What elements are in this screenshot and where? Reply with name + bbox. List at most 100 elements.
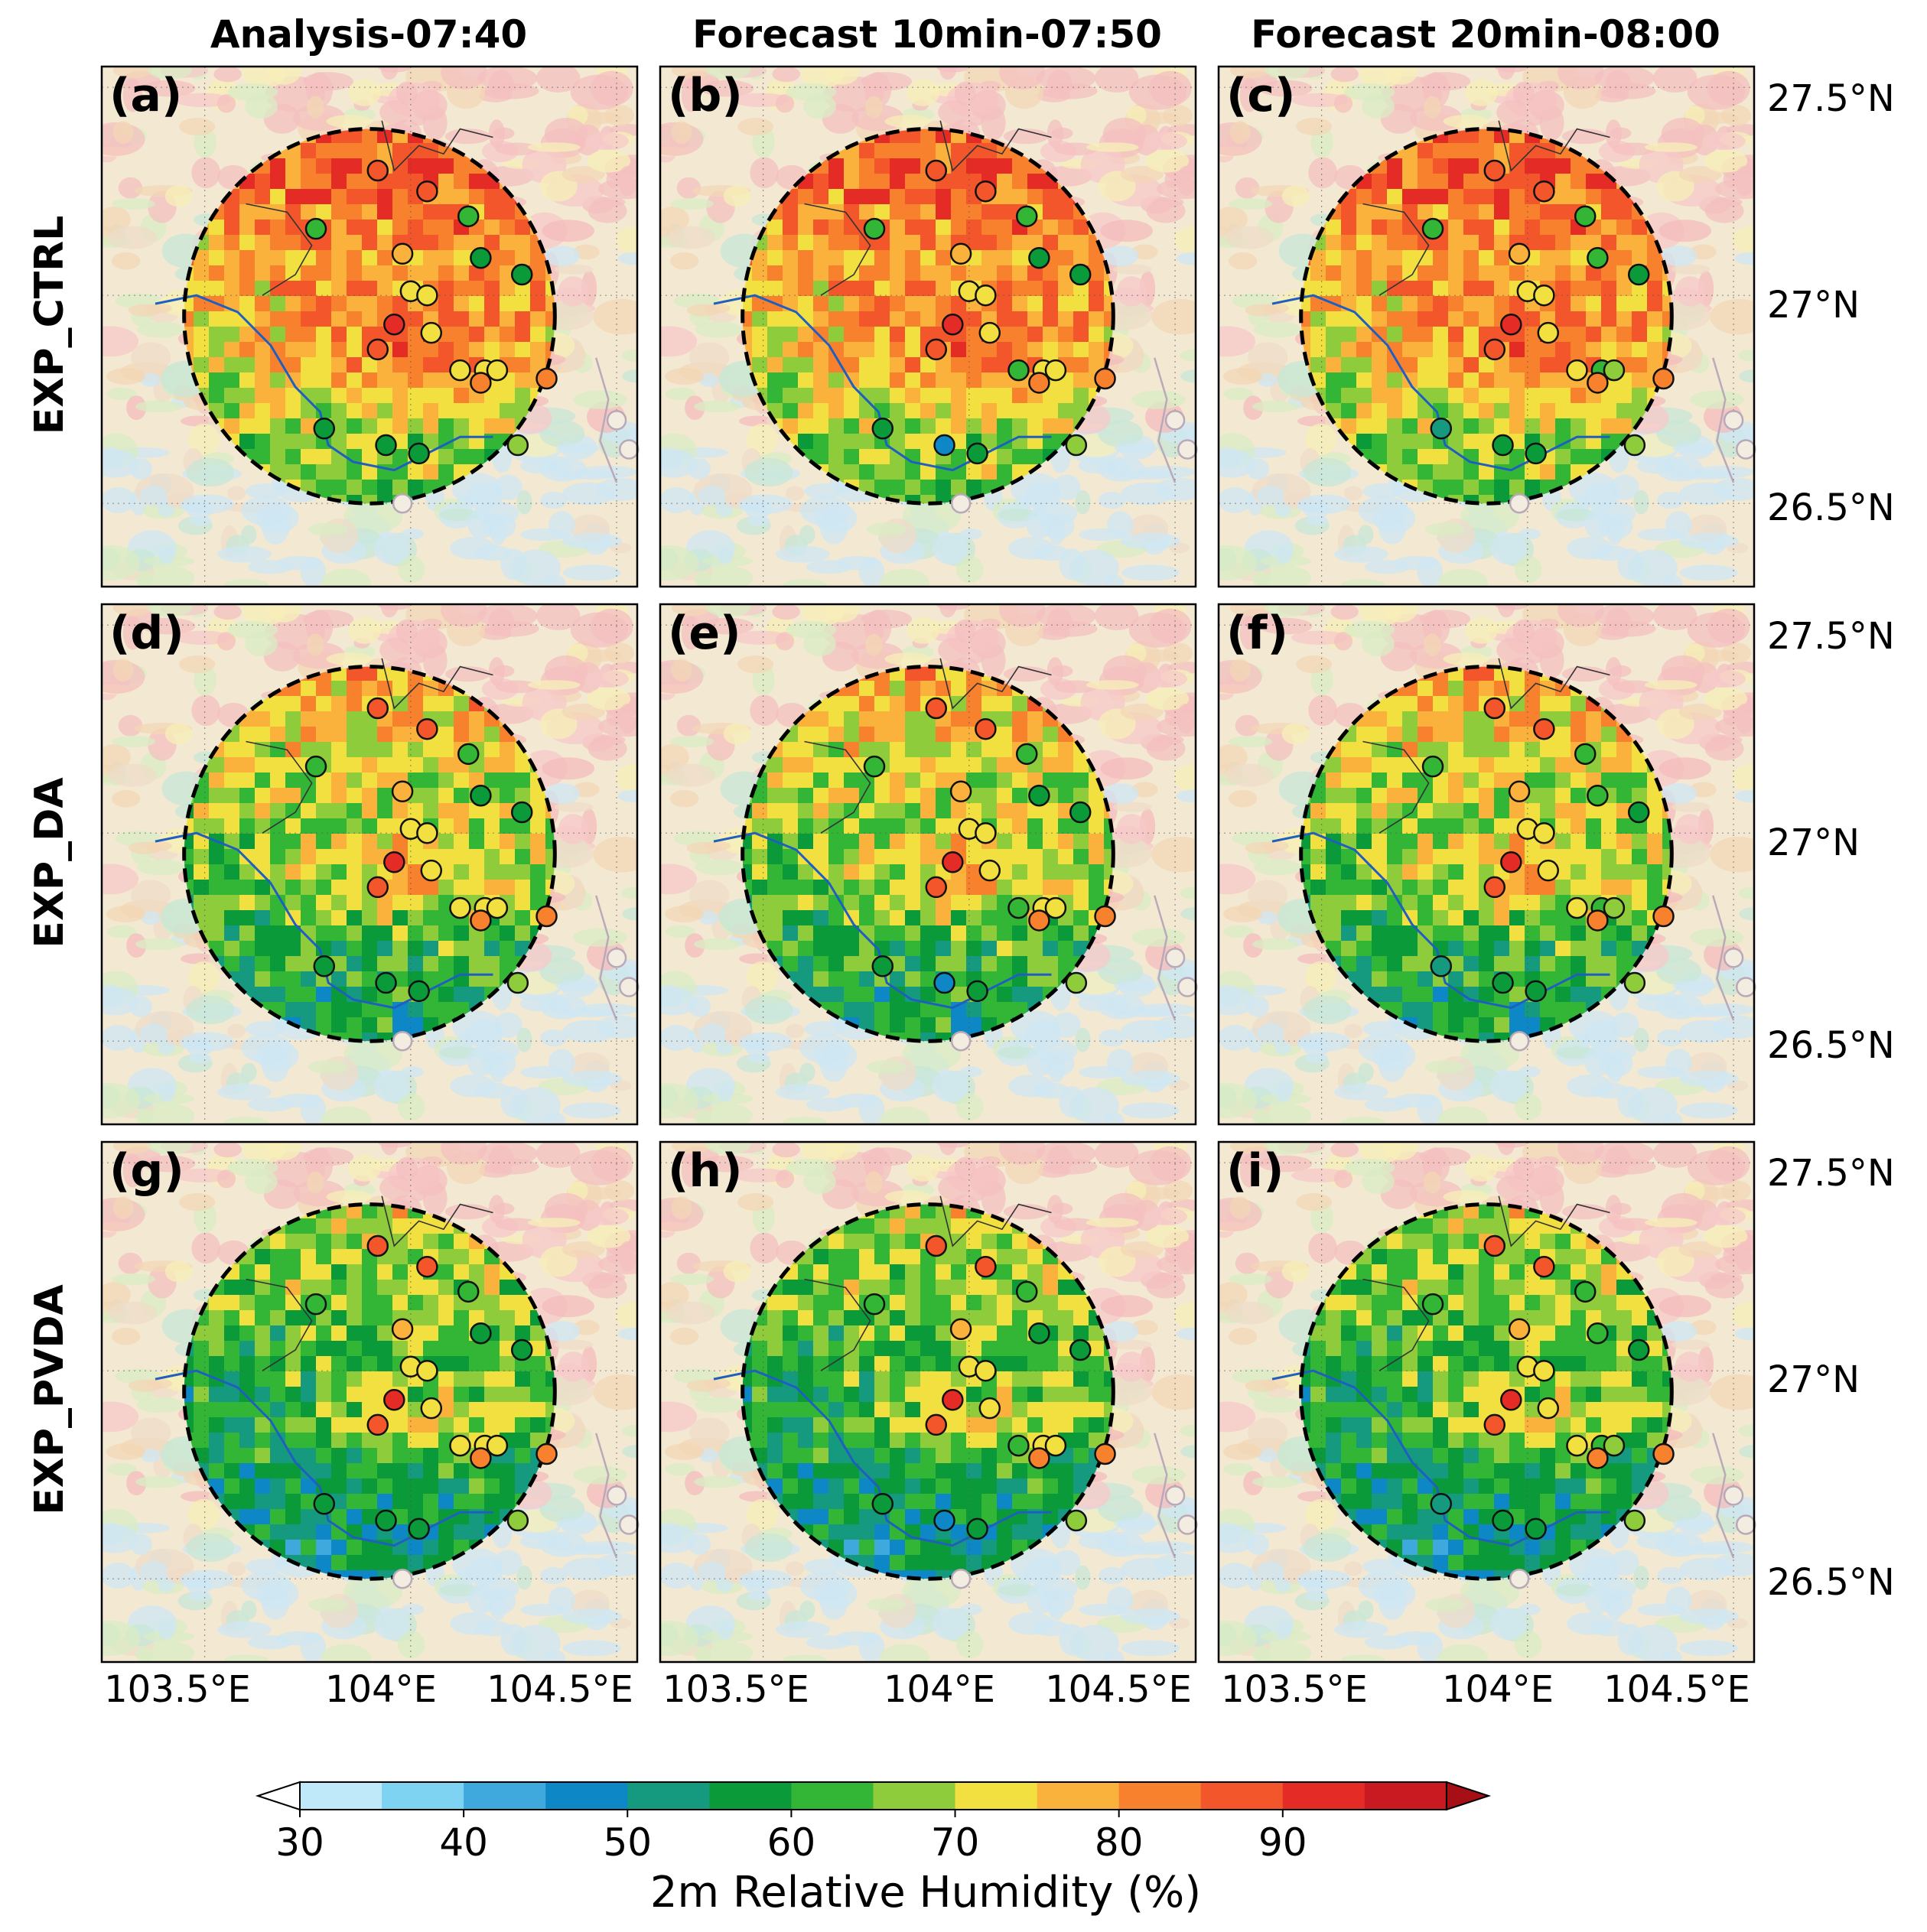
station-marker bbox=[1627, 263, 1650, 286]
station-marker bbox=[1483, 1413, 1506, 1436]
station-marker bbox=[1500, 1389, 1522, 1411]
station-marker bbox=[925, 697, 948, 720]
station-marker bbox=[933, 434, 955, 457]
station-marker bbox=[925, 1234, 948, 1257]
station-marker bbox=[975, 180, 997, 203]
lon-tick-103-5: 103.5°E bbox=[104, 1668, 251, 1711]
station-marker bbox=[1007, 896, 1030, 919]
station-marker bbox=[510, 263, 533, 286]
station-marker bbox=[1421, 1293, 1444, 1316]
station-marker bbox=[313, 418, 336, 440]
panel-frame bbox=[1217, 1140, 1756, 1664]
colorbar: 30 40 50 60 70 80 90 bbox=[255, 1781, 1492, 1865]
lat-tick-27-5: 27.5°N bbox=[1767, 77, 1895, 120]
outside-station-marker bbox=[1164, 948, 1186, 968]
panel-frame bbox=[659, 65, 1197, 588]
station-marker bbox=[1652, 1442, 1675, 1465]
colorbar-title: 2m Relative Humidity (%) bbox=[650, 1868, 1201, 1917]
colorbar-bin bbox=[1364, 1782, 1447, 1810]
humidity-field bbox=[1300, 1204, 1672, 1579]
station-marker bbox=[1483, 876, 1506, 899]
station-marker bbox=[1537, 1397, 1560, 1420]
station-marker bbox=[1525, 442, 1547, 465]
panel-frame bbox=[659, 603, 1197, 1126]
analysis-domain-circle bbox=[741, 1202, 1115, 1581]
station-marker bbox=[975, 717, 997, 740]
station-marker bbox=[1652, 367, 1675, 390]
outside-station-marker bbox=[1735, 439, 1756, 460]
station-marker bbox=[408, 442, 430, 465]
admin-border-line bbox=[1362, 203, 1430, 296]
station-marker bbox=[1044, 1434, 1067, 1457]
station-marker bbox=[457, 205, 480, 228]
station-marker bbox=[1623, 1509, 1646, 1532]
colorbar-bin bbox=[1282, 1782, 1366, 1810]
station-marker bbox=[366, 1234, 389, 1257]
column-title-forecast-20min: Forecast 20min-08:00 bbox=[1251, 12, 1720, 57]
map-panel-7: (g) bbox=[100, 1140, 640, 1664]
colorbar-bin bbox=[1118, 1782, 1202, 1810]
station-marker bbox=[1525, 980, 1547, 1003]
outside-border-line bbox=[1712, 895, 1735, 1021]
admin-border-line bbox=[1362, 740, 1430, 834]
column-title-analysis: Analysis-07:40 bbox=[210, 12, 527, 57]
station-marker bbox=[1015, 743, 1038, 766]
analysis-domain-circle bbox=[1299, 665, 1674, 1043]
station-marker bbox=[925, 159, 948, 182]
station-marker bbox=[1533, 1255, 1555, 1278]
station-marker bbox=[1483, 159, 1506, 182]
outside-border-line bbox=[1154, 895, 1177, 1021]
panel-frame bbox=[1217, 603, 1756, 1126]
outside-border-line bbox=[595, 357, 618, 483]
station-marker bbox=[304, 217, 327, 240]
admin-border-line bbox=[804, 1278, 871, 1371]
row-label-exp-pvda: EXP_PVDA bbox=[27, 1284, 73, 1515]
station-marker bbox=[416, 1255, 438, 1278]
station-marker bbox=[366, 1413, 389, 1436]
station-marker bbox=[470, 246, 492, 269]
analysis-domain-circle bbox=[741, 665, 1115, 1043]
station-marker bbox=[510, 801, 533, 824]
station-marker bbox=[375, 971, 397, 994]
outside-station-marker bbox=[1177, 439, 1198, 460]
map-panel-6: (f) bbox=[1217, 603, 1756, 1126]
station-marker bbox=[470, 1322, 492, 1345]
outside-station-marker bbox=[392, 1030, 413, 1052]
outside-station-marker bbox=[618, 1514, 640, 1535]
station-marker bbox=[1623, 434, 1646, 457]
outside-border-line bbox=[595, 1433, 618, 1559]
station-marker bbox=[1587, 1322, 1609, 1345]
station-marker bbox=[506, 1509, 529, 1532]
column-title-forecast-10min: Forecast 10min-07:50 bbox=[692, 12, 1162, 57]
panel-frame bbox=[1217, 65, 1756, 588]
station-marker bbox=[535, 367, 558, 390]
station-marker bbox=[470, 372, 492, 394]
station-marker bbox=[1044, 896, 1067, 919]
latitude-ticks: 27.5°N 27°N 26.5°N 27.5°N 27°N 26.5°N 27… bbox=[1767, 77, 1895, 1604]
lon-tick-104: 104°E bbox=[1442, 1668, 1554, 1711]
station-marker bbox=[942, 314, 964, 336]
station-marker bbox=[1525, 1517, 1547, 1540]
colorbar-bin bbox=[873, 1782, 956, 1810]
station-marker bbox=[1094, 1442, 1116, 1465]
station-marker bbox=[1430, 418, 1453, 440]
station-marker bbox=[391, 242, 414, 265]
station-marker bbox=[1492, 1509, 1514, 1532]
colorbar-tick-label: 50 bbox=[603, 1820, 652, 1865]
station-marker bbox=[416, 284, 438, 307]
station-marker bbox=[304, 1293, 327, 1316]
colorbar-bin bbox=[709, 1782, 792, 1810]
map-panel-9: (i) bbox=[1217, 1140, 1756, 1664]
station-marker bbox=[383, 851, 405, 873]
station-marker bbox=[1028, 246, 1050, 269]
station-marker bbox=[1094, 367, 1116, 390]
station-marker bbox=[486, 359, 509, 382]
colorbar-tick-label: 40 bbox=[439, 1820, 488, 1865]
station-marker bbox=[1533, 284, 1555, 307]
station-marker bbox=[1028, 1447, 1050, 1469]
station-marker bbox=[457, 743, 480, 766]
panel-frame bbox=[659, 1140, 1197, 1664]
lon-tick-104: 104°E bbox=[325, 1668, 437, 1711]
analysis-domain-circle bbox=[741, 127, 1115, 506]
station-marker bbox=[1627, 1338, 1650, 1361]
